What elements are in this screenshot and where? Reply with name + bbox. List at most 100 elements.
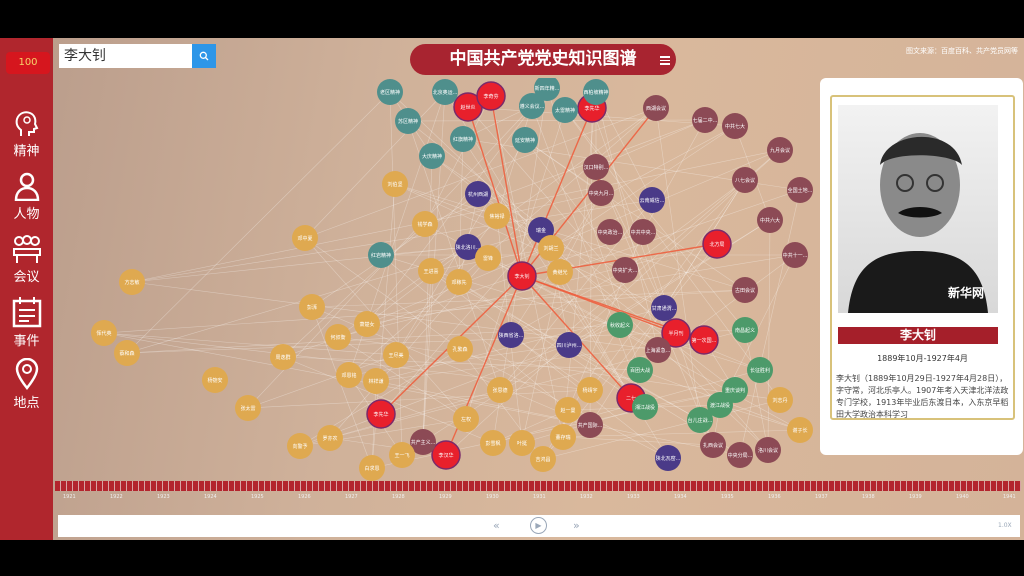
graph-node[interactable]: 邓中夏 — [292, 225, 318, 251]
graph-node[interactable]: 钱学森 — [412, 211, 438, 237]
previous-button[interactable]: « — [493, 519, 500, 532]
graph-node[interactable]: 罗亦农 — [317, 425, 343, 451]
graph-node[interactable]: 萧楚女 — [354, 311, 380, 337]
graph-node[interactable]: 全国土地... — [787, 177, 813, 203]
graph-node[interactable]: 百团大战 — [627, 357, 653, 383]
graph-node[interactable]: 叶挺 — [509, 430, 535, 456]
graph-node[interactable]: 苏区精神 — [395, 108, 421, 134]
graph-node[interactable]: 董存瑞 — [550, 424, 576, 450]
graph-node[interactable]: 彭雪枫 — [480, 430, 506, 456]
sidebar-item-people[interactable]: 人物 — [0, 171, 53, 222]
next-button[interactable]: » — [573, 519, 580, 532]
graph-node[interactable]: 林祥谦 — [363, 368, 389, 394]
graph-node[interactable]: 汉口特别... — [583, 154, 609, 180]
sidebar-item-spirit[interactable]: 精神 — [0, 108, 53, 159]
graph-node[interactable]: 中共六大 — [757, 207, 783, 233]
graph-node[interactable]: 李汉华 — [431, 440, 461, 470]
graph-node[interactable]: 李奇芬 — [476, 81, 506, 111]
search-input[interactable]: 李大钊 — [59, 44, 192, 68]
graph-node[interactable]: 红旗精神 — [450, 126, 476, 152]
graph-node[interactable]: 长征胜利 — [747, 357, 773, 383]
graph-node[interactable]: 张思德 — [487, 377, 513, 403]
graph-node[interactable]: 恽代英 — [91, 320, 117, 346]
graph-node[interactable]: 杨靖宇 — [577, 377, 603, 403]
graph-node[interactable]: 甘肃通渭... — [651, 295, 677, 321]
graph-node[interactable]: 黄继光 — [547, 259, 573, 285]
graph-node[interactable]: 周逸群 — [270, 344, 296, 370]
graph-node[interactable]: 北方局 — [702, 229, 732, 259]
graph-node[interactable]: 左权 — [453, 406, 479, 432]
graph-node[interactable]: 中共中央... — [630, 219, 656, 245]
menu-icon[interactable] — [660, 54, 670, 67]
timeline-slider[interactable] — [55, 481, 1021, 491]
graph-node[interactable]: 秋收起义 — [607, 312, 633, 338]
graph-node[interactable]: 蔡和森 — [114, 340, 140, 366]
sidebar-item-places[interactable]: 地点 — [0, 358, 53, 411]
graph-node[interactable]: 台儿庄战... — [687, 407, 713, 433]
graph-node[interactable]: 遵义会议... — [519, 93, 545, 119]
zoom-level[interactable]: 1.0X — [998, 522, 1012, 529]
play-button[interactable]: ▶ — [530, 517, 547, 534]
graph-node[interactable]: 西柏坡精神 — [583, 79, 609, 105]
graph-node[interactable]: 李大钊 — [507, 261, 537, 291]
graph-node[interactable]: 杭州西湖 — [465, 181, 491, 207]
knowledge-graph[interactable]: 李大钊赵世炎李奇芬李先华北方局半月刊第一次国...李先华李汉华二七北京奥运...… — [53, 78, 1024, 482]
graph-node[interactable]: 上海紧急... — [645, 337, 671, 363]
graph-node[interactable]: 古田会议 — [732, 277, 758, 303]
graph-node[interactable]: 吉鸿昌 — [530, 446, 556, 472]
graph-node[interactable]: 半月刊 — [661, 318, 691, 348]
graph-node[interactable]: 扎西会议 — [700, 432, 726, 458]
graph-node[interactable]: 新四年精... — [534, 78, 560, 101]
graph-node[interactable]: 中央政治... — [597, 219, 623, 245]
graph-node[interactable]: 邓恩铭 — [336, 362, 362, 388]
graph-node[interactable]: 大庆精神 — [419, 143, 445, 169]
graph-node[interactable]: 洛川会议 — [755, 437, 781, 463]
graph-node[interactable]: 孔繁森 — [447, 336, 473, 362]
graph-node[interactable]: 太雷精神 — [552, 97, 578, 123]
graph-node[interactable]: 西湖会议 — [643, 95, 669, 121]
graph-node[interactable]: 王一飞 — [389, 442, 415, 468]
graph-node[interactable]: 刘志丹 — [767, 387, 793, 413]
graph-node[interactable]: 中共七大 — [722, 113, 748, 139]
graph-node[interactable]: 白求恩 — [359, 455, 385, 481]
graph-node[interactable]: 李先华 — [366, 399, 396, 429]
graph-node[interactable]: 刘胡兰 — [538, 235, 564, 261]
graph-node[interactable]: 陕北洛川... — [455, 234, 481, 260]
graph-node[interactable]: 向警予 — [287, 433, 313, 459]
graph-node[interactable]: 王尽美 — [383, 342, 409, 368]
graph-node[interactable]: 中央分局... — [727, 442, 753, 468]
graph-node[interactable]: 杨匏安 — [202, 367, 228, 393]
graph-node[interactable]: 中央扩大... — [612, 257, 638, 283]
graph-node[interactable]: 第一次国... — [689, 325, 719, 355]
sidebar-item-events[interactable]: 事件 — [0, 296, 53, 349]
graph-node[interactable]: 中央九月... — [588, 180, 614, 206]
graph-node[interactable]: 延安精神 — [512, 127, 538, 153]
graph-node[interactable]: 谢子长 — [787, 417, 813, 443]
graph-node[interactable]: 共产主义... — [410, 429, 436, 455]
graph-node[interactable]: 彭湃 — [299, 294, 325, 320]
graph-node[interactable]: 南昌起义 — [732, 317, 758, 343]
graph-node[interactable]: 刘伯坚 — [382, 171, 408, 197]
graph-node[interactable]: 陕北瓦窑... — [655, 445, 681, 471]
graph-node[interactable]: 雷锋 — [475, 245, 501, 271]
graph-node[interactable]: 赵一曼 — [555, 397, 581, 423]
graph-node[interactable]: 老区精神 — [377, 79, 403, 105]
graph-node[interactable]: 何叔衡 — [325, 324, 351, 350]
graph-node[interactable]: 王进喜 — [418, 258, 444, 284]
graph-node[interactable]: 张太雷 — [235, 395, 261, 421]
graph-node[interactable]: 北京奥运... — [432, 79, 458, 105]
graph-node[interactable]: 中共十一... — [782, 242, 808, 268]
graph-node[interactable]: 云南威信... — [639, 187, 665, 213]
graph-node[interactable]: 四川泸州... — [556, 332, 582, 358]
graph-node[interactable]: 红岩精神 — [368, 242, 394, 268]
search-button[interactable] — [192, 44, 216, 68]
sidebar-item-meetings[interactable]: 会议 — [0, 234, 53, 285]
graph-node[interactable]: 湘江战役 — [632, 394, 658, 420]
graph-node[interactable]: 重庆谈判 — [722, 377, 748, 403]
graph-node[interactable]: 陕西省洛... — [498, 322, 524, 348]
graph-node[interactable]: 方志敏 — [119, 269, 145, 295]
graph-node[interactable]: 七届二中... — [692, 107, 718, 133]
graph-node[interactable]: 八七会议 — [732, 167, 758, 193]
graph-node[interactable]: 焦裕禄 — [484, 203, 510, 229]
graph-node[interactable]: 邓稼先 — [446, 269, 472, 295]
